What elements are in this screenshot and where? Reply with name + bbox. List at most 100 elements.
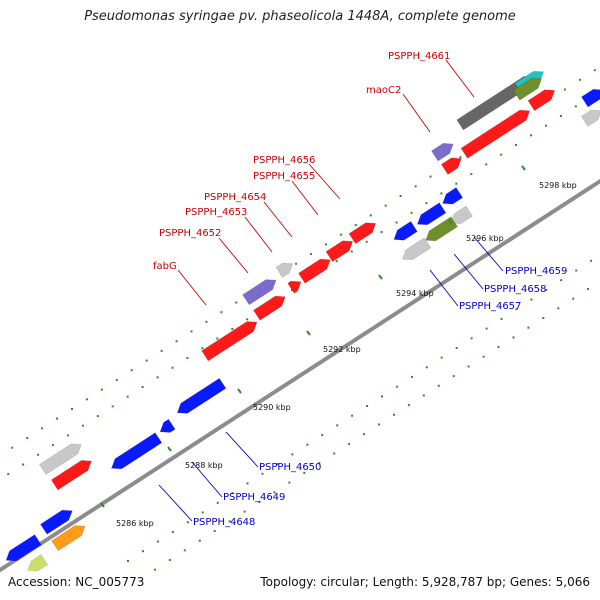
tick-dot-outer — [350, 250, 353, 253]
gene-blue — [416, 202, 447, 226]
tick-dot-inner — [557, 307, 560, 310]
tick-dot-outer — [399, 195, 402, 197]
tick-dot-outer — [429, 175, 432, 178]
tick-dot-inner — [381, 395, 383, 398]
tick-dot-inner — [437, 384, 440, 387]
tick-dot-inner — [366, 405, 369, 407]
gene-label-reverse: PSPPH_4649 — [223, 492, 285, 503]
tick-dot-inner — [321, 434, 324, 437]
tick-dot-inner — [228, 520, 231, 523]
gene-label-forward: PSPPH_4655 — [253, 171, 315, 182]
gene-label-forward: fabG — [153, 261, 177, 272]
gene-red — [201, 321, 258, 362]
kbp-tick — [378, 274, 383, 280]
label-leader-line — [158, 484, 193, 522]
gene-label-reverse: PSPPH_4659 — [505, 266, 567, 277]
label-leader-line — [263, 201, 293, 238]
tick-dot-outer — [530, 134, 532, 137]
tick-dot-outer — [425, 202, 428, 205]
tick-dot-outer — [205, 320, 208, 323]
tick-dot-outer — [500, 153, 503, 156]
tick-dot-inner — [590, 259, 593, 262]
tick-dot-inner — [273, 491, 276, 494]
gene-red — [348, 222, 377, 245]
tick-dot-outer — [201, 347, 204, 350]
gene-red — [440, 157, 462, 175]
tick-dot-inner — [213, 530, 216, 532]
tick-dot-outer — [365, 240, 368, 243]
tick-dot-outer — [156, 376, 159, 379]
label-leader-line — [225, 431, 259, 468]
tick-dot-outer — [295, 262, 298, 265]
gene-label-forward: PSPPH_4654 — [204, 192, 266, 203]
tick-dot-outer — [339, 233, 342, 236]
gene-red — [287, 280, 302, 294]
tick-dot-inner — [258, 500, 261, 503]
tick-dot-outer — [544, 124, 547, 127]
tick-dot-outer — [384, 204, 387, 207]
tick-dot-inner — [318, 462, 321, 465]
tick-dot-outer — [52, 444, 54, 447]
tick-dot-inner — [243, 510, 246, 513]
tick-dot-inner — [291, 453, 294, 456]
tick-dot-outer — [100, 388, 103, 391]
tick-dot-outer — [440, 192, 443, 195]
tick-dot-inner — [261, 472, 264, 475]
label-leader-line — [429, 269, 459, 307]
gene-label-forward: PSPPH_4652 — [159, 228, 221, 239]
map-title: Pseudomonas syringae pv. phaseolicola 14… — [84, 9, 516, 24]
tick-dot-inner — [183, 549, 186, 552]
label-leader-line — [291, 180, 319, 216]
tick-dot-inner — [168, 559, 171, 561]
tick-dot-outer — [22, 463, 25, 466]
tick-dot-outer — [459, 156, 462, 159]
kbp-label: 5288 kbp — [185, 461, 223, 470]
gene-label-reverse: PSPPH_4650 — [259, 462, 321, 473]
tick-dot-outer — [395, 221, 398, 224]
tick-dot-inner — [527, 326, 530, 329]
tick-dot-inner — [560, 279, 563, 282]
tick-dot-outer — [354, 224, 357, 226]
tick-dot-outer — [37, 453, 40, 456]
tick-dot-outer — [81, 424, 84, 427]
tick-dot-outer — [485, 163, 488, 166]
tick-dot-outer — [41, 427, 44, 430]
tick-dot-outer — [410, 211, 413, 214]
kbp-label: 5286 kbp — [116, 519, 154, 528]
tick-dot-outer — [145, 359, 148, 362]
tick-dot-inner — [351, 414, 354, 417]
tick-dot-inner — [378, 423, 380, 426]
tick-dot-inner — [201, 511, 204, 514]
gene-olive — [512, 77, 543, 101]
gene-gray — [450, 205, 473, 225]
gene-olive — [425, 216, 458, 242]
tick-dot-outer — [455, 182, 458, 185]
tick-dot-inner — [410, 376, 413, 378]
tick-dot-inner — [440, 356, 443, 359]
genome-summary-text: Topology: circular; Length: 5,928,787 bp… — [260, 575, 590, 589]
genome-backbone — [0, 178, 600, 573]
tick-dot-inner — [515, 308, 518, 311]
kbp-tick — [237, 388, 242, 394]
label-leader-line — [453, 253, 484, 290]
tick-dot-inner — [276, 463, 279, 466]
kbp-tick — [306, 330, 311, 336]
tick-dot-inner — [336, 424, 339, 427]
tick-dot-inner — [482, 355, 485, 358]
label-leader-line — [191, 461, 223, 498]
tick-dot-outer — [26, 437, 29, 439]
gene-label-reverse: PSPPH_4657 — [459, 301, 521, 312]
tick-dot-outer — [171, 366, 174, 369]
tick-dot-inner — [485, 327, 488, 330]
gene-red — [527, 89, 556, 112]
tick-dot-outer — [160, 349, 163, 352]
tick-dot-outer — [11, 446, 14, 449]
tick-dot-outer — [216, 337, 219, 340]
gene-red — [460, 109, 531, 159]
tick-dot-outer — [380, 231, 383, 234]
tick-dot-outer — [115, 378, 118, 381]
tick-dot-outer — [220, 311, 223, 314]
gene-label-forward: PSPPH_4661 — [388, 51, 450, 62]
tick-dot-inner — [333, 452, 336, 455]
